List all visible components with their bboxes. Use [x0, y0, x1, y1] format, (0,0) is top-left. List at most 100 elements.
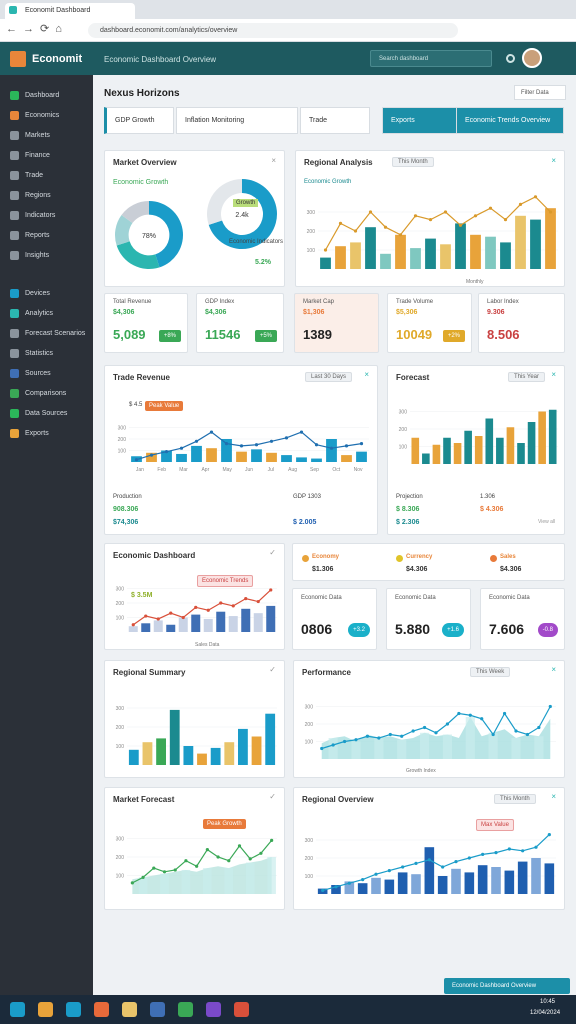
tab[interactable]: Exports: [382, 107, 464, 134]
sidebar-item[interactable]: Trade: [10, 171, 88, 180]
donut-segment: [149, 201, 183, 268]
sidebar-item[interactable]: Finance: [10, 151, 88, 160]
tab[interactable]: Economic Trends Overview: [456, 107, 564, 134]
bar: [443, 437, 451, 464]
close[interactable]: ×: [551, 370, 556, 379]
sidebar-icon: [10, 211, 19, 220]
taskbar-icon[interactable]: [234, 1002, 249, 1017]
period-button[interactable]: This Year: [508, 372, 546, 382]
tag: Peak Value: [145, 401, 184, 411]
close[interactable]: ✓: [269, 792, 276, 801]
area-column: [267, 857, 276, 894]
sidebar-icon: [10, 151, 19, 160]
sidebar-item[interactable]: Indicators: [10, 211, 88, 220]
line-point: [248, 857, 252, 861]
y-tick-label: 200: [116, 601, 125, 607]
close[interactable]: ×: [271, 156, 276, 165]
sidebar-item[interactable]: Reports: [10, 231, 88, 240]
line-point: [488, 206, 493, 210]
avatar[interactable]: [522, 48, 542, 68]
tab[interactable]: Inflation Monitoring: [176, 107, 298, 134]
y-tick-label: 200: [307, 229, 316, 235]
sidebar-label: Finance: [25, 152, 50, 159]
bar: [178, 617, 188, 632]
card-subtitle: Economic Growth: [113, 179, 169, 186]
period-button[interactable]: This Month: [392, 157, 434, 167]
close[interactable]: ✓: [269, 548, 276, 557]
close[interactable]: ×: [364, 370, 369, 379]
kpi-dot: [302, 555, 309, 562]
taskbar-icon[interactable]: [10, 1002, 25, 1017]
browser-tab[interactable]: Economit Dashboard: [5, 3, 135, 19]
line-point: [533, 195, 538, 199]
taskbar-icon[interactable]: [38, 1002, 53, 1017]
bar: [437, 876, 448, 894]
notifications[interactable]: [506, 54, 515, 63]
kpi-badge: +3.2: [348, 623, 370, 637]
filter-button[interactable]: Filter Data: [514, 85, 566, 100]
bar: [236, 451, 247, 462]
card-title: Regional Overview: [302, 795, 374, 804]
line-point: [467, 856, 471, 860]
stat-card: Trade Volume $5,306 10049 +2%: [387, 293, 472, 353]
bar: [331, 885, 341, 894]
nav-buttons[interactable]: ←→⟳⌂: [6, 23, 68, 35]
bar: [161, 450, 172, 462]
sidebar-item[interactable]: Data Sources: [10, 409, 88, 418]
period-button[interactable]: Last 30 Days: [305, 372, 353, 382]
taskbar-icon[interactable]: [150, 1002, 165, 1017]
line-point: [491, 732, 495, 737]
y-tick-label: 100: [116, 874, 125, 880]
taskbar-icon[interactable]: [206, 1002, 221, 1017]
line-point: [374, 872, 378, 876]
period-button[interactable]: This Month: [494, 794, 536, 804]
sidebar-item[interactable]: Sources: [10, 369, 88, 378]
bar: [356, 451, 367, 462]
sidebar-item[interactable]: Regions: [10, 191, 88, 200]
badge: Growth: [233, 199, 259, 207]
close[interactable]: ×: [551, 792, 556, 801]
taskbar-icon[interactable]: [122, 1002, 137, 1017]
tab[interactable]: GDP Growth: [104, 107, 174, 134]
sidebar-icon: [10, 289, 19, 298]
sidebar-item[interactable]: Insights: [10, 251, 88, 260]
close[interactable]: ✓: [269, 665, 276, 674]
toast[interactable]: Economic Dashboard Overview: [444, 978, 570, 994]
sidebar-item[interactable]: Markets: [10, 131, 88, 140]
close[interactable]: ×: [551, 156, 556, 165]
search[interactable]: Search dashboard: [370, 50, 492, 67]
sidebar-item[interactable]: Forecast Scenarios: [10, 329, 88, 338]
sidebar-item[interactable]: Statistics: [10, 349, 88, 358]
sidebar-label: Regions: [25, 192, 51, 199]
label: $ 3.5M: [131, 592, 153, 599]
taskbar-icon[interactable]: [66, 1002, 81, 1017]
view-all[interactable]: View all: [538, 519, 556, 525]
bar: [530, 219, 541, 269]
period-button[interactable]: This Week: [470, 667, 511, 677]
sidebar-item[interactable]: Analytics: [10, 309, 88, 318]
sidebar-item[interactable]: Devices: [10, 289, 88, 298]
tab[interactable]: Trade: [300, 107, 370, 134]
stat-sub: $4,306: [113, 309, 135, 316]
y-tick-label: 300: [116, 837, 125, 843]
close[interactable]: ×: [551, 665, 556, 674]
bar: [432, 444, 441, 464]
line-point: [284, 436, 289, 440]
stat: $ 2.306: [396, 519, 420, 526]
bar: [335, 246, 346, 269]
sidebar-item[interactable]: Dashboard: [10, 91, 88, 100]
url-field[interactable]: dashboard.economit.com/analytics/overvie…: [88, 23, 458, 38]
sidebar-icon: [10, 329, 19, 338]
bar: [440, 244, 451, 269]
kpi-card: Economic Data 0806 +3.2: [292, 588, 377, 650]
line-point: [169, 611, 173, 615]
taskbar-icon[interactable]: [178, 1002, 193, 1017]
taskbar-icon[interactable]: [94, 1002, 109, 1017]
sidebar-item[interactable]: Exports: [10, 429, 88, 438]
sidebar-item[interactable]: Economics: [10, 111, 88, 120]
line-point: [383, 225, 388, 229]
sidebar-item[interactable]: Comparisons: [10, 389, 88, 398]
line-point: [231, 604, 235, 608]
bar: [281, 455, 292, 462]
logo: [10, 51, 26, 67]
